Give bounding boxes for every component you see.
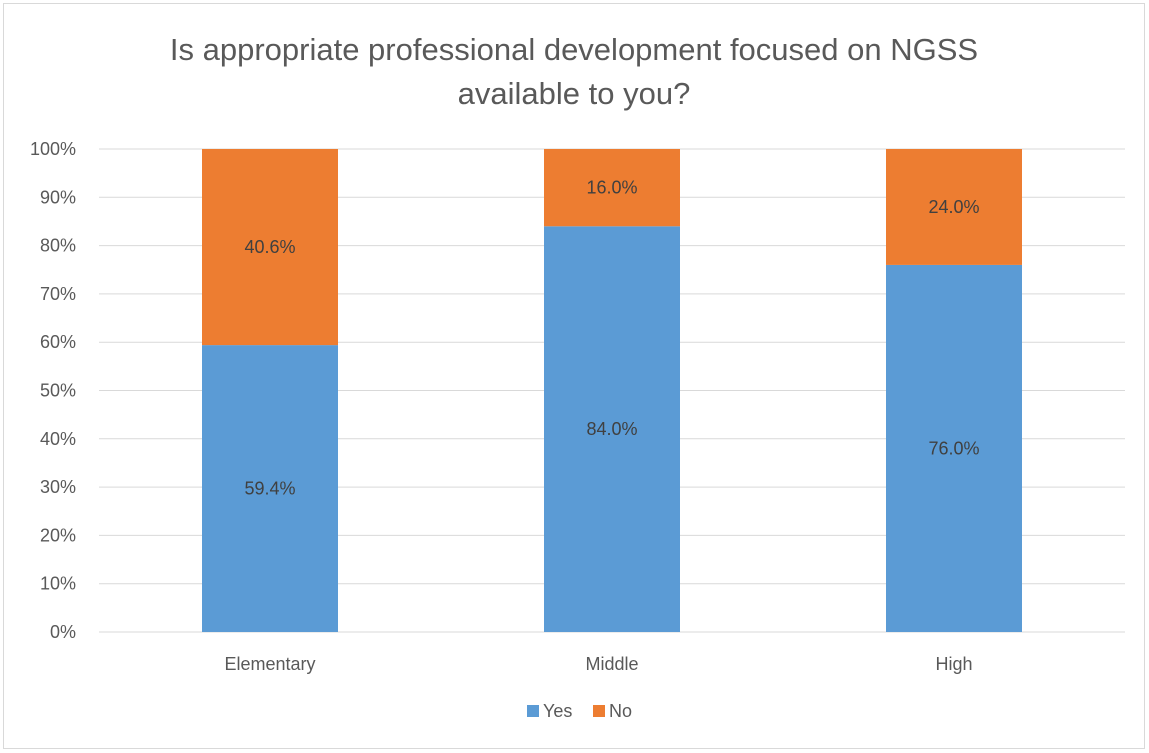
y-tick-label: 100% bbox=[30, 139, 76, 159]
data-label: 59.4% bbox=[244, 479, 295, 499]
legend-item-yes: Yes bbox=[527, 701, 572, 721]
x-tick-label: Elementary bbox=[224, 654, 315, 674]
legend-swatch bbox=[593, 705, 605, 717]
y-tick-label: 20% bbox=[40, 525, 76, 545]
y-tick-label: 90% bbox=[40, 187, 76, 207]
bars bbox=[202, 149, 1022, 632]
bar-yes-middle bbox=[544, 226, 680, 632]
x-tick-label: Middle bbox=[585, 654, 638, 674]
legend-label: No bbox=[609, 701, 632, 721]
bar-no-middle bbox=[544, 149, 680, 227]
data-label: 16.0% bbox=[586, 178, 637, 198]
y-tick-label: 40% bbox=[40, 429, 76, 449]
y-tick-label: 80% bbox=[40, 236, 76, 256]
data-label: 24.0% bbox=[928, 197, 979, 217]
bar-no-elementary bbox=[202, 149, 338, 346]
y-tick-label: 70% bbox=[40, 284, 76, 304]
chart-title: Is appropriate professional development … bbox=[170, 32, 978, 111]
legend-swatch bbox=[527, 705, 539, 717]
data-label: 84.0% bbox=[586, 419, 637, 439]
y-tick-label: 0% bbox=[50, 622, 76, 642]
bar-yes-high bbox=[886, 264, 1022, 632]
chart-title-line-1: Is appropriate professional development … bbox=[170, 32, 978, 67]
chart-title-line-2: available to you? bbox=[458, 76, 691, 111]
y-tick-label: 60% bbox=[40, 332, 76, 352]
x-tick-label: High bbox=[935, 654, 972, 674]
data-label: 40.6% bbox=[244, 237, 295, 257]
data-label: 76.0% bbox=[928, 438, 979, 458]
legend-item-no: No bbox=[593, 701, 632, 721]
y-tick-label: 30% bbox=[40, 477, 76, 497]
bar-yes-elementary bbox=[202, 345, 338, 632]
data-labels: 59.4% 40.6% 84.0% 16.0% 76.0% 24.0% bbox=[244, 178, 979, 499]
bar-no-high bbox=[886, 149, 1022, 265]
legend-label: Yes bbox=[543, 701, 572, 721]
legend: Yes No bbox=[527, 701, 632, 721]
y-axis-tick-labels: 0% 10% 20% 30% 40% 50% 60% 70% 80% 90% 100% bbox=[30, 139, 76, 642]
y-tick-label: 50% bbox=[40, 381, 76, 401]
x-axis-tick-labels: Elementary Middle High bbox=[224, 654, 972, 674]
y-tick-label: 10% bbox=[40, 574, 76, 594]
